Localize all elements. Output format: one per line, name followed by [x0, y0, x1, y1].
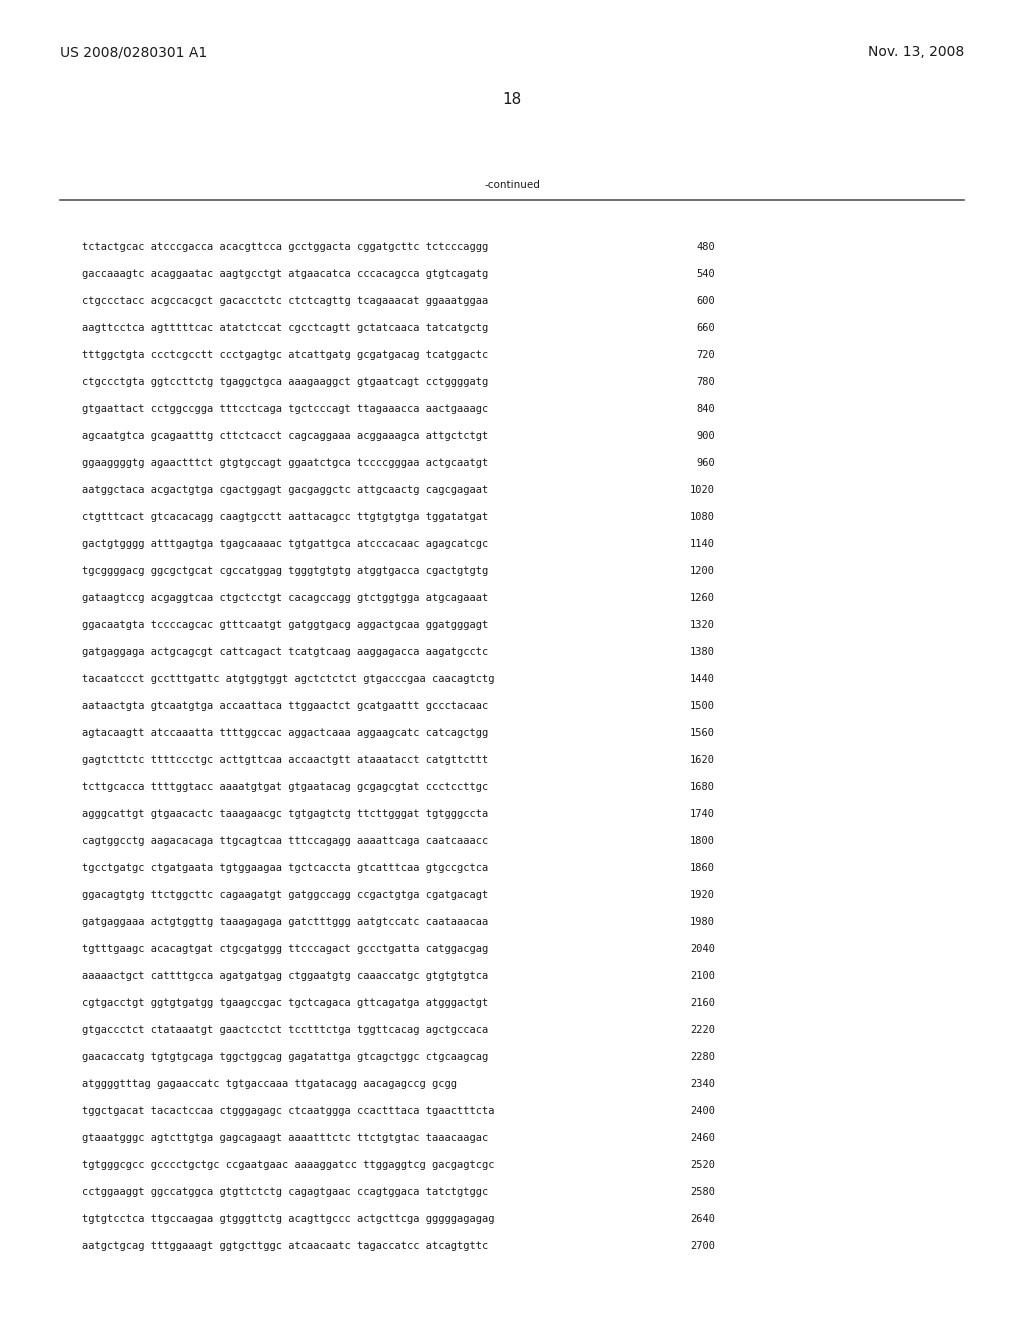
Text: tgtttgaagc acacagtgat ctgcgatggg ttcccagact gccctgatta catggacgag: tgtttgaagc acacagtgat ctgcgatggg ttcccag… [82, 944, 488, 954]
Text: agggcattgt gtgaacactc taaagaacgc tgtgagtctg ttcttgggat tgtgggccta: agggcattgt gtgaacactc taaagaacgc tgtgagt… [82, 809, 488, 818]
Text: gtgaattact cctggccgga tttcctcaga tgctcccagt ttagaaacca aactgaaagc: gtgaattact cctggccgga tttcctcaga tgctccc… [82, 404, 488, 414]
Text: 720: 720 [696, 350, 715, 360]
Text: -continued: -continued [484, 180, 540, 190]
Text: ctgtttcact gtcacacagg caagtgcctt aattacagcc ttgtgtgtga tggatatgat: ctgtttcact gtcacacagg caagtgcctt aattaca… [82, 512, 488, 521]
Text: ctgccctacc acgccacgct gacacctctc ctctcagttg tcagaaacat ggaaatggaa: ctgccctacc acgccacgct gacacctctc ctctcag… [82, 296, 488, 306]
Text: aagttcctca agtttttcac atatctccat cgcctcagtt gctatcaaca tatcatgctg: aagttcctca agtttttcac atatctccat cgcctca… [82, 323, 488, 333]
Text: 2040: 2040 [690, 944, 715, 954]
Text: ggacaatgta tccccagcac gtttcaatgt gatggtgacg aggactgcaa ggatgggagt: ggacaatgta tccccagcac gtttcaatgt gatggtg… [82, 620, 488, 630]
Text: 2340: 2340 [690, 1078, 715, 1089]
Text: cagtggcctg aagacacaga ttgcagtcaa tttccagagg aaaattcaga caatcaaacc: cagtggcctg aagacacaga ttgcagtcaa tttccag… [82, 836, 488, 846]
Text: tcttgcacca ttttggtacc aaaatgtgat gtgaatacag gcgagcgtat ccctccttgc: tcttgcacca ttttggtacc aaaatgtgat gtgaata… [82, 781, 488, 792]
Text: aaaaactgct cattttgcca agatgatgag ctggaatgtg caaaccatgc gtgtgtgtca: aaaaactgct cattttgcca agatgatgag ctggaat… [82, 972, 488, 981]
Text: 960: 960 [696, 458, 715, 469]
Text: tctactgcac atcccgacca acacgttcca gcctggacta cggatgcttc tctcccaggg: tctactgcac atcccgacca acacgttcca gcctgga… [82, 242, 488, 252]
Text: 1680: 1680 [690, 781, 715, 792]
Text: 2160: 2160 [690, 998, 715, 1008]
Text: 1440: 1440 [690, 675, 715, 684]
Text: 2580: 2580 [690, 1187, 715, 1197]
Text: cctggaaggt ggccatggca gtgttctctg cagagtgaac ccagtggaca tatctgtggc: cctggaaggt ggccatggca gtgttctctg cagagtg… [82, 1187, 488, 1197]
Text: 540: 540 [696, 269, 715, 279]
Text: ggacagtgtg ttctggcttc cagaagatgt gatggccagg ccgactgtga cgatgacagt: ggacagtgtg ttctggcttc cagaagatgt gatggcc… [82, 890, 488, 900]
Text: 2640: 2640 [690, 1214, 715, 1224]
Text: 660: 660 [696, 323, 715, 333]
Text: tacaatccct gcctttgattc atgtggtggt agctctctct gtgacccgaa caacagtctg: tacaatccct gcctttgattc atgtggtggt agctct… [82, 675, 495, 684]
Text: 2280: 2280 [690, 1052, 715, 1063]
Text: atggggtttag gagaaccatc tgtgaccaaa ttgatacagg aacagagccg gcgg: atggggtttag gagaaccatc tgtgaccaaa ttgata… [82, 1078, 457, 1089]
Text: aatggctaca acgactgtga cgactggagt gacgaggctc attgcaactg cagcgagaat: aatggctaca acgactgtga cgactggagt gacgagg… [82, 484, 488, 495]
Text: 2700: 2700 [690, 1241, 715, 1251]
Text: tgcctgatgc ctgatgaata tgtggaagaa tgctcaccta gtcatttcaa gtgccgctca: tgcctgatgc ctgatgaata tgtggaagaa tgctcac… [82, 863, 488, 873]
Text: 1920: 1920 [690, 890, 715, 900]
Text: agtacaagtt atccaaatta ttttggccac aggactcaaa aggaagcatc catcagctgg: agtacaagtt atccaaatta ttttggccac aggactc… [82, 729, 488, 738]
Text: 900: 900 [696, 432, 715, 441]
Text: 840: 840 [696, 404, 715, 414]
Text: 1740: 1740 [690, 809, 715, 818]
Text: gatgaggaga actgcagcgt cattcagact tcatgtcaag aaggagacca aagatgcctc: gatgaggaga actgcagcgt cattcagact tcatgtc… [82, 647, 488, 657]
Text: 1020: 1020 [690, 484, 715, 495]
Text: gaccaaagtc acaggaatac aagtgcctgt atgaacatca cccacagcca gtgtcagatg: gaccaaagtc acaggaatac aagtgcctgt atgaaca… [82, 269, 488, 279]
Text: 1260: 1260 [690, 593, 715, 603]
Text: 18: 18 [503, 92, 521, 107]
Text: tggctgacat tacactccaa ctgggagagc ctcaatggga ccactttaca tgaactttcta: tggctgacat tacactccaa ctgggagagc ctcaatg… [82, 1106, 495, 1115]
Text: gatgaggaaa actgtggttg taaagagaga gatctttggg aatgtccatc caataaacaa: gatgaggaaa actgtggttg taaagagaga gatcttt… [82, 917, 488, 927]
Text: ctgccctgta ggtccttctg tgaggctgca aaagaaggct gtgaatcagt cctggggatg: ctgccctgta ggtccttctg tgaggctgca aaagaag… [82, 378, 488, 387]
Text: 1860: 1860 [690, 863, 715, 873]
Text: 600: 600 [696, 296, 715, 306]
Text: US 2008/0280301 A1: US 2008/0280301 A1 [60, 45, 207, 59]
Text: 1620: 1620 [690, 755, 715, 766]
Text: tgtgggcgcc gcccctgctgc ccgaatgaac aaaaggatcc ttggaggtcg gacgagtcgc: tgtgggcgcc gcccctgctgc ccgaatgaac aaaagg… [82, 1160, 495, 1170]
Text: gtgaccctct ctataaatgt gaactcctct tcctttctga tggttcacag agctgccaca: gtgaccctct ctataaatgt gaactcctct tcctttc… [82, 1026, 488, 1035]
Text: tttggctgta ccctcgcctt ccctgagtgc atcattgatg gcgatgacag tcatggactc: tttggctgta ccctcgcctt ccctgagtgc atcattg… [82, 350, 488, 360]
Text: 480: 480 [696, 242, 715, 252]
Text: 1320: 1320 [690, 620, 715, 630]
Text: gactgtgggg atttgagtga tgagcaaaac tgtgattgca atcccacaac agagcatcgc: gactgtgggg atttgagtga tgagcaaaac tgtgatt… [82, 539, 488, 549]
Text: 1200: 1200 [690, 566, 715, 576]
Text: tgtgtcctca ttgccaagaa gtgggttctg acagttgccc actgcttcga gggggagagag: tgtgtcctca ttgccaagaa gtgggttctg acagttg… [82, 1214, 495, 1224]
Text: aatgctgcag tttggaaagt ggtgcttggc atcaacaatc tagaccatcc atcagtgttc: aatgctgcag tttggaaagt ggtgcttggc atcaaca… [82, 1241, 488, 1251]
Text: 1800: 1800 [690, 836, 715, 846]
Text: 2400: 2400 [690, 1106, 715, 1115]
Text: 1140: 1140 [690, 539, 715, 549]
Text: 780: 780 [696, 378, 715, 387]
Text: 2460: 2460 [690, 1133, 715, 1143]
Text: gataagtccg acgaggtcaa ctgctcctgt cacagccagg gtctggtgga atgcagaaat: gataagtccg acgaggtcaa ctgctcctgt cacagcc… [82, 593, 488, 603]
Text: aataactgta gtcaatgtga accaattaca ttggaactct gcatgaattt gccctacaac: aataactgta gtcaatgtga accaattaca ttggaac… [82, 701, 488, 711]
Text: 1500: 1500 [690, 701, 715, 711]
Text: 2100: 2100 [690, 972, 715, 981]
Text: 1380: 1380 [690, 647, 715, 657]
Text: gaacaccatg tgtgtgcaga tggctggcag gagatattga gtcagctggc ctgcaagcag: gaacaccatg tgtgtgcaga tggctggcag gagatat… [82, 1052, 488, 1063]
Text: 1560: 1560 [690, 729, 715, 738]
Text: cgtgacctgt ggtgtgatgg tgaagccgac tgctcagaca gttcagatga atgggactgt: cgtgacctgt ggtgtgatgg tgaagccgac tgctcag… [82, 998, 488, 1008]
Text: 1980: 1980 [690, 917, 715, 927]
Text: 1080: 1080 [690, 512, 715, 521]
Text: gtaaatgggc agtcttgtga gagcagaagt aaaatttctc ttctgtgtac taaacaagac: gtaaatgggc agtcttgtga gagcagaagt aaaattt… [82, 1133, 488, 1143]
Text: 2220: 2220 [690, 1026, 715, 1035]
Text: tgcggggacg ggcgctgcat cgccatggag tgggtgtgtg atggtgacca cgactgtgtg: tgcggggacg ggcgctgcat cgccatggag tgggtgt… [82, 566, 488, 576]
Text: ggaaggggtg agaactttct gtgtgccagt ggaatctgca tccccgggaa actgcaatgt: ggaaggggtg agaactttct gtgtgccagt ggaatct… [82, 458, 488, 469]
Text: agcaatgtca gcagaatttg cttctcacct cagcaggaaa acggaaagca attgctctgt: agcaatgtca gcagaatttg cttctcacct cagcagg… [82, 432, 488, 441]
Text: Nov. 13, 2008: Nov. 13, 2008 [867, 45, 964, 59]
Text: 2520: 2520 [690, 1160, 715, 1170]
Text: gagtcttctc ttttccctgc acttgttcaa accaactgtt ataaatacct catgttcttt: gagtcttctc ttttccctgc acttgttcaa accaact… [82, 755, 488, 766]
